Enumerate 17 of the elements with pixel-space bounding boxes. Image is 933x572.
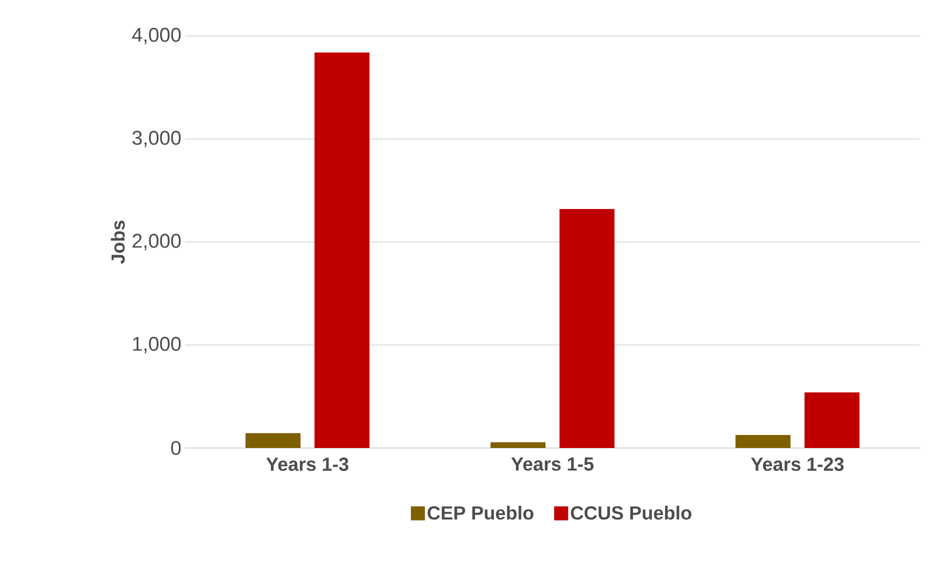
bar (560, 209, 615, 448)
bar (804, 392, 860, 448)
bar (246, 433, 301, 448)
legend-label: CCUS Pueblo (570, 506, 692, 520)
y-tick-label: 4,000 (132, 28, 181, 44)
x-tick-label: Years 1-5 (511, 458, 594, 471)
y-axis-title: Jobs (110, 220, 125, 264)
y-tick-label: 1,000 (133, 336, 181, 354)
x-tick-label: Years 1-3 (266, 458, 348, 471)
y-tick-label: 0 (171, 440, 181, 456)
legend-label: CEP Pueblo (428, 506, 534, 520)
x-tick-label: Years 1-23 (751, 458, 844, 471)
bar (736, 435, 791, 448)
bar (314, 52, 370, 448)
y-tick-label: 3,000 (132, 130, 181, 148)
y-tick-label: 2,000 (132, 234, 181, 250)
bar (490, 442, 546, 448)
